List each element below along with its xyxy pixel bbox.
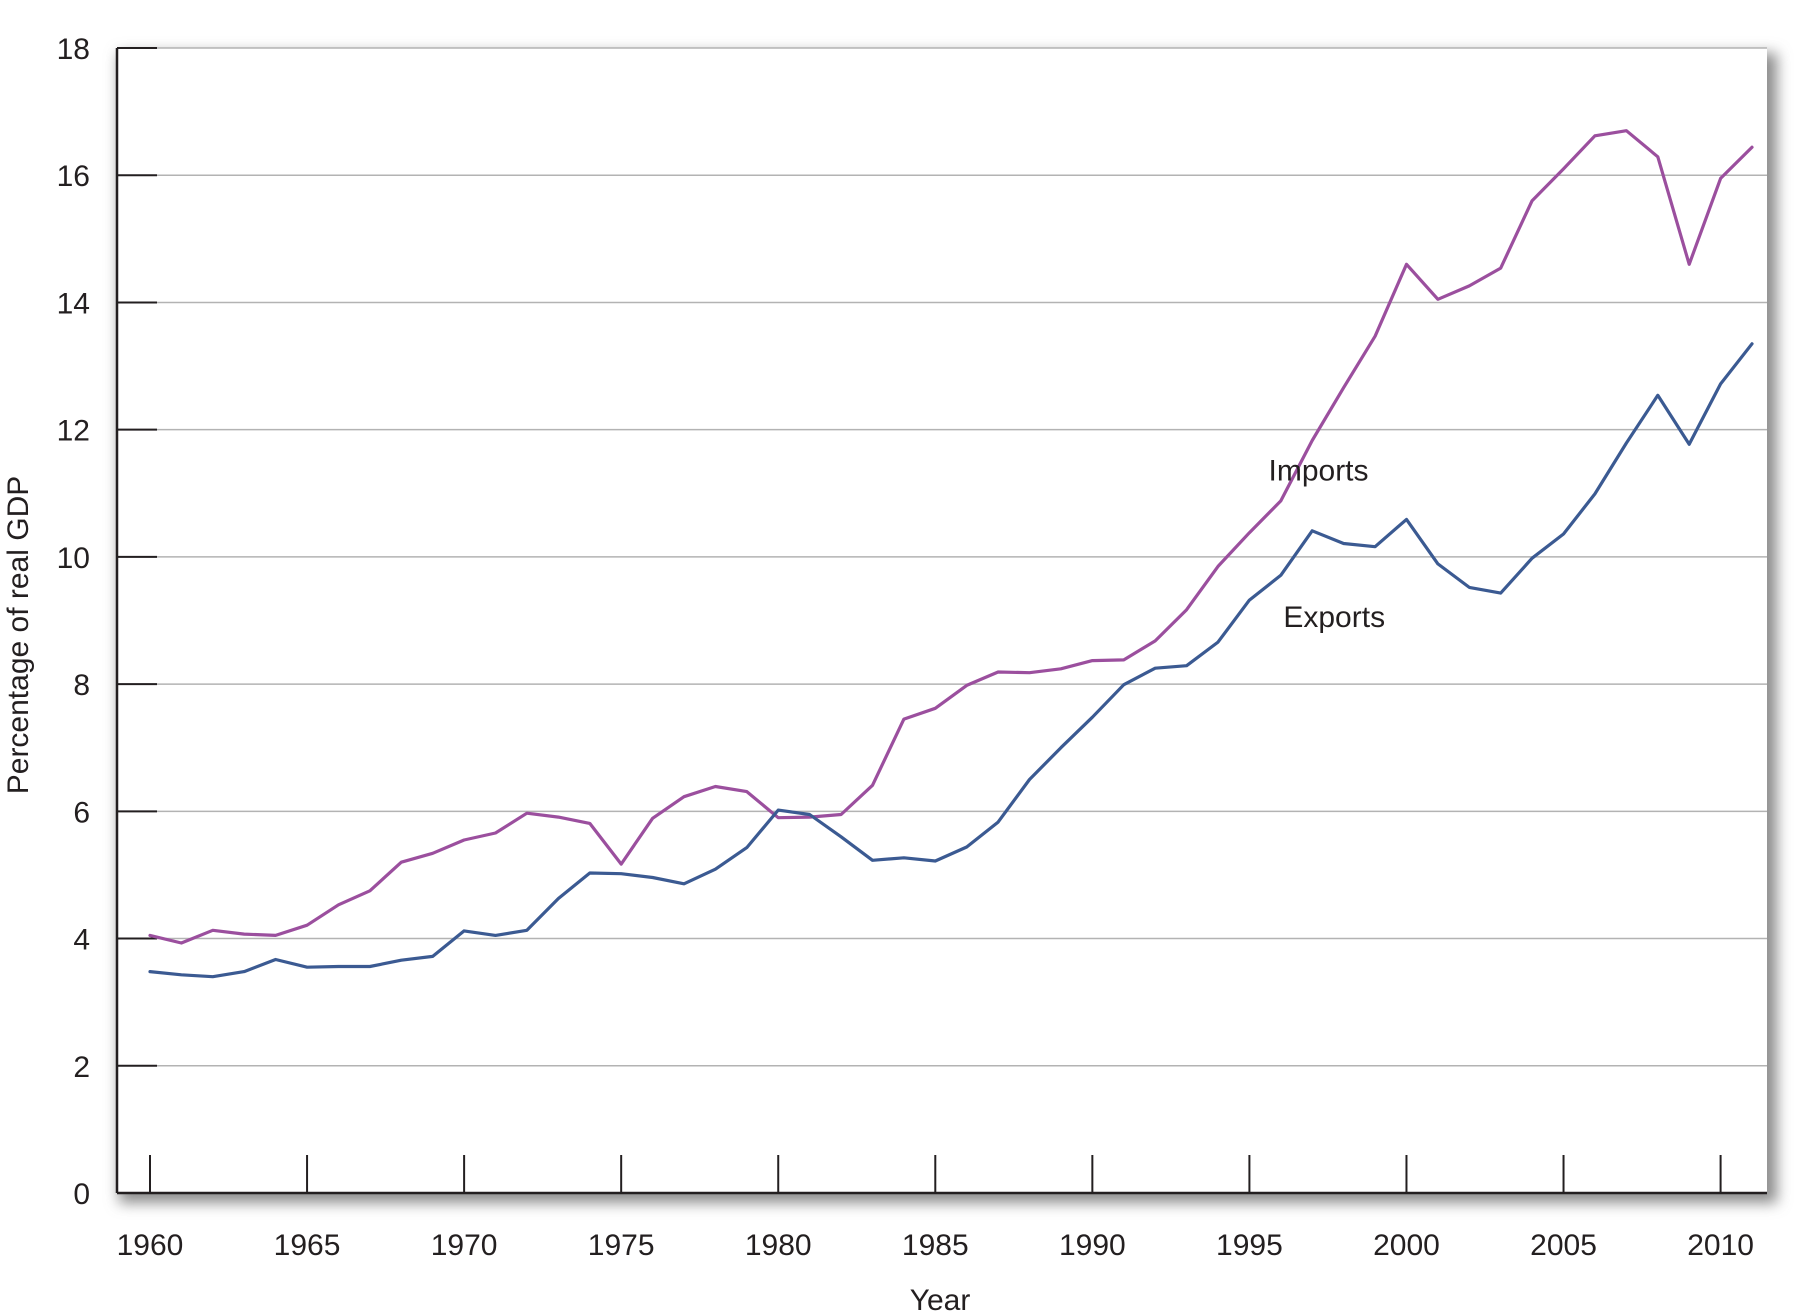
y-tick-label: 18 [57,33,90,66]
x-tick-label: 2000 [1373,1229,1440,1262]
x-tick-label: 2010 [1687,1229,1754,1262]
y-axis-title: Percentage of real GDP [2,476,35,795]
x-tick-labels: 1960 1965 1970 1975 1980 1985 1990 1995 2000 2005… [117,1229,1754,1262]
x-tick-label: 1990 [1059,1229,1126,1262]
y-tick-label: 14 [57,287,90,320]
imports-series-line [148,129,1754,945]
x-tick-label: 1980 [745,1229,812,1262]
y-tick-label: 10 [57,542,90,575]
x-axis-title: Year [910,1284,971,1316]
series-layer [148,129,1754,979]
exports-series-label: Exports [1283,601,1385,634]
y-tick-label: 4 [73,924,90,957]
y-tick-label: 2 [73,1051,90,1084]
x-tick-label: 1995 [1216,1229,1283,1262]
x-tick-label: 2005 [1530,1229,1597,1262]
gridlines [117,47,1767,1067]
y-tick-label: 8 [73,669,90,702]
x-tick-label: 1960 [117,1229,184,1262]
x-tick-label: 1970 [431,1229,498,1262]
axes [115,47,1767,1195]
y-tick-label: 6 [73,796,90,829]
x-tick-label: 1975 [588,1229,655,1262]
y-tick-label: 0 [73,1178,90,1211]
exports-series-line [148,342,1754,979]
y-tick-labels: 0 2 4 6 8 10 12 14 16 18 [57,33,90,1211]
x-tick-label: 1985 [902,1229,969,1262]
plot-area [117,48,1767,1193]
x-tick-label: 1965 [274,1229,341,1262]
y-tick-label: 16 [57,160,90,193]
y-tick-label: 12 [57,415,90,448]
imports-series-label: Imports [1269,455,1369,488]
